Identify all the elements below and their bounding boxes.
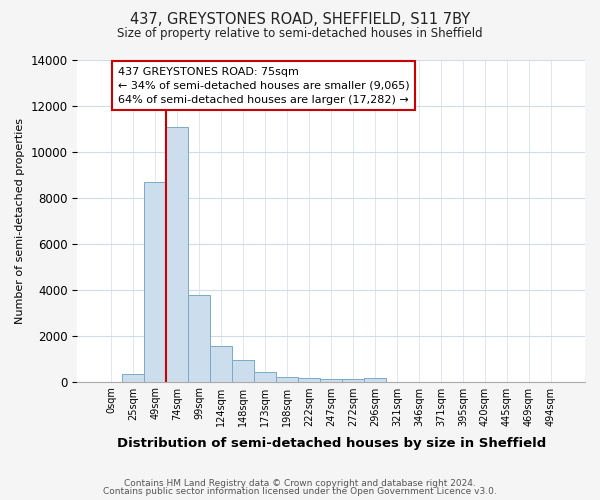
Bar (254, 372, 276, 382)
Text: Contains public sector information licensed under the Open Government Licence v3: Contains public sector information licen… (103, 487, 497, 496)
Bar (211, 346, 232, 382)
Bar (232, 360, 254, 382)
Bar (298, 378, 320, 382)
Bar (145, 182, 166, 382)
Bar (320, 379, 342, 382)
Bar (364, 378, 386, 382)
Text: 437, GREYSTONES ROAD, SHEFFIELD, S11 7BY: 437, GREYSTONES ROAD, SHEFFIELD, S11 7BY (130, 12, 470, 28)
Y-axis label: Number of semi-detached properties: Number of semi-detached properties (15, 118, 25, 324)
X-axis label: Distribution of semi-detached houses by size in Sheffield: Distribution of semi-detached houses by … (116, 437, 546, 450)
Bar (166, 126, 188, 382)
Text: 437 GREYSTONES ROAD: 75sqm
← 34% of semi-detached houses are smaller (9,065)
64%: 437 GREYSTONES ROAD: 75sqm ← 34% of semi… (118, 67, 410, 105)
Bar (342, 379, 364, 382)
Text: Size of property relative to semi-detached houses in Sheffield: Size of property relative to semi-detach… (117, 28, 483, 40)
Bar (122, 374, 145, 382)
Bar (188, 296, 211, 382)
Text: Contains HM Land Registry data © Crown copyright and database right 2024.: Contains HM Land Registry data © Crown c… (124, 478, 476, 488)
Bar (276, 377, 298, 382)
